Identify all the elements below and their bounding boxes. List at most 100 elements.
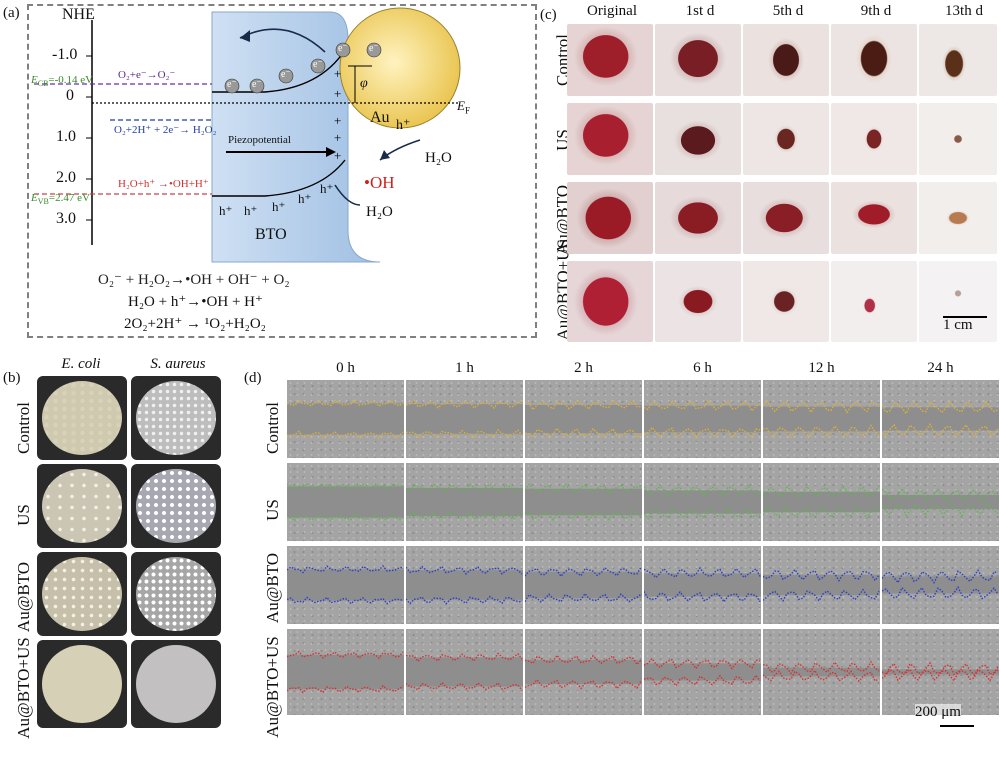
au-hole: h⁺ [396,118,411,133]
scratch-image [287,546,404,624]
scale-label-c: 1 cm [943,317,973,333]
reaction-oh: H₂O+h⁺ →•OH+H⁺ [118,178,209,190]
petri-dish [131,464,221,548]
reaction-h2o2: O₂+2H⁺ + 2e⁻→ H₂O₂ [114,124,217,136]
panel-a-label: (a) [3,5,20,21]
hole-5: h⁺ [320,181,334,196]
scratch-image [644,380,761,458]
scratch-image [287,463,404,541]
panel-a-border [27,4,537,338]
row-label-aubto: Au@BTO [263,552,282,624]
scratch-image [882,546,999,624]
svg-text:+: + [334,148,341,163]
svg-text:+: + [334,113,341,128]
wound-photo [831,103,917,175]
col-ecoli: E. coli [61,356,101,372]
col-1h: 1 h [455,360,474,376]
wound-photo [567,261,653,342]
col-5th-d: 5th d [772,3,804,19]
wound-photo [655,261,741,342]
scale-label-d: 200 μm [915,704,961,721]
panel-c-label: (c) [540,7,557,23]
panel-d: (d) 0 h 1 h 2 h 6 h 12 h 24 h Control US… [240,350,1000,758]
electron-3: e⁻ [281,69,291,80]
wound-photo [831,182,917,254]
petri-dish [131,640,221,728]
piezo-label: Piezopotential [228,134,291,146]
hole-3: h⁺ [272,199,286,214]
scratch-image [882,463,999,541]
col-13th-d: 13th d [945,3,983,19]
au-sphere [339,7,461,129]
hole-1: h⁺ [219,203,233,218]
col-saureus: S. aureus [150,356,206,372]
petri-dish [37,464,127,548]
evb-label: EVB=2.47 eV [31,192,90,207]
ef-label: EF [457,98,470,116]
wound-photo [743,103,829,175]
scale-bar-c [943,316,987,318]
wound-photo-grid [567,24,997,342]
petri-dish [37,376,127,460]
scale-bar-d [940,725,974,727]
au-label: Au [370,109,390,126]
bto-block [211,11,381,263]
equation-1: O₂⁻ + H₂O₂→•OH + OH⁻ + O₂ [98,272,290,288]
panel-c: (c) Original 1st d 5th d 9th d 13th d Co… [540,0,1000,345]
wound-photo [919,24,997,96]
scratch-image [644,546,761,624]
nhe-title: NHE [62,6,95,23]
row-label-aubto-us: Au@BTO+US [263,636,282,738]
panel-a: (a) [0,0,545,345]
panel-d-label: (d) [244,370,262,386]
scratch-image [763,380,880,458]
wound-photo [831,24,917,96]
col-9th-d: 9th d [860,3,892,19]
reaction-o2: O₂+e⁻→O₂⁻ [118,69,176,81]
scratch-image [644,629,761,715]
petri-dish [131,552,221,636]
h2o-1: H₂O [425,150,452,166]
wound-photo [743,24,829,96]
equation-3: 2O₂+2H⁺ → ¹O₂+H₂O₂ [124,316,266,332]
bto-label: BTO [255,226,287,243]
petri-dish [37,640,127,728]
scratch-image [525,546,642,624]
row-label-control: Control [263,402,282,454]
electron-6: e⁻ [369,43,379,54]
col-2h: 2 h [574,360,593,376]
wound-photo [831,261,917,342]
wound-photo [567,103,653,175]
scratch-image [763,546,880,624]
col-12h: 12 h [808,360,835,376]
svg-text:+: + [334,130,341,145]
ecb-label: ECB=-0.14 eV [31,74,94,89]
scratch-image [406,629,523,715]
scratch-image [763,629,880,715]
col-original: Original [587,3,637,19]
row-label-us: US [263,499,282,521]
scratch-image [525,380,642,458]
band-diagram: + + + + + [34,7,461,263]
petri-dish [37,552,127,636]
col-24h: 24 h [927,360,954,376]
wound-photo [919,182,997,254]
scratch-image [882,380,999,458]
phi-label: φ [360,76,368,91]
col-6h: 6 h [693,360,712,376]
row-label-us: US [14,504,33,526]
scratch-assay-grid [287,380,999,750]
wound-photo [919,261,997,342]
svg-text:+: + [334,66,341,81]
tick-0: 0 [66,87,74,104]
wound-photo [919,103,997,175]
tick-3: 3.0 [56,210,76,227]
scratch-image [525,629,642,715]
col-0h: 0 h [336,360,355,376]
scratch-image [287,629,404,715]
panel-b-label: (b) [3,370,21,386]
scratch-image [406,546,523,624]
scratch-image [287,380,404,458]
scratch-image [406,380,523,458]
tick-neg1: -1.0 [52,46,78,63]
